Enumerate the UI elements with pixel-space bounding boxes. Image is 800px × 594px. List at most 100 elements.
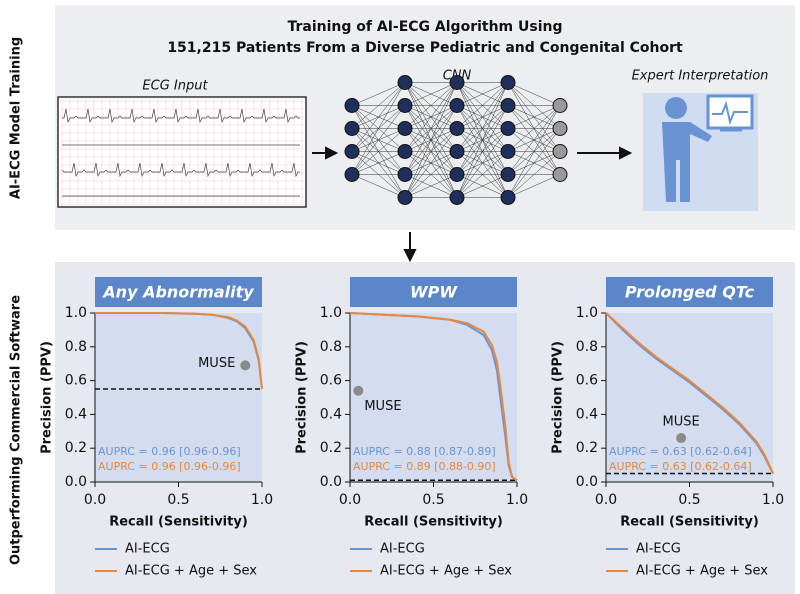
cnn-node [397,98,413,113]
cnn-edge [351,151,406,175]
cnn-edge [507,82,561,106]
y-axis-label: Precision (PPV) [40,341,55,454]
x-tick-label: 0.0 [84,492,106,508]
cnn-node [344,167,360,182]
x-tick-label: 0.0 [595,492,617,508]
cnn-edge [456,82,509,106]
cnn-node [344,121,360,136]
cnn-edge [404,151,458,198]
muse-label: MUSE [198,356,235,371]
label: ECG Input [142,79,208,94]
cnn-edge [456,174,509,198]
pr-curve [605,312,774,474]
y-tick-label: 0.0 [320,474,342,490]
cnn-node [344,98,360,113]
cnn-edge [456,82,509,175]
title-box [95,277,262,307]
auprc-label: AUPRC = 0.96 [0.96-0.96] [98,445,241,458]
cnn [344,75,568,205]
cnn-node [397,167,413,182]
cnn-node [552,98,568,113]
plot-area [95,313,262,482]
x-tick-label: 1.0 [762,492,784,508]
y-tick-label: 0.2 [320,440,342,456]
x-tick-label: 0.5 [422,492,444,508]
cnn-node [449,190,465,205]
muse-point [676,433,687,444]
y-axis-label: Precision (PPV) [551,341,566,454]
cnn-node [397,121,413,136]
y-tick-label: 0.8 [320,339,342,355]
muse-label: MUSE [364,399,401,414]
cnn-node [449,167,465,182]
cnn-edge [507,105,561,152]
y-tick-label: 0.8 [65,339,87,355]
auprc-label: AUPRC = 0.89 [0.88-0.90] [353,460,496,473]
cnn-edge [404,82,458,152]
y-tick-label: 0.2 [65,440,87,456]
cnn-node [449,98,465,113]
legend-label: AI-ECG [380,542,425,557]
y-tick-label: 0.0 [576,474,598,490]
y-tick-label: 0.4 [320,406,342,422]
cnn-edge [351,82,406,129]
arrows [312,146,633,263]
ecg-traces [60,99,304,206]
x-tick-label: 0.0 [339,492,361,508]
title: Training of AI-ECG Algorithm Using [287,19,562,35]
x-tick-label: 1.0 [251,492,273,508]
auprc-label: AUPRC = 0.96 [0.96-0.96] [98,460,241,473]
x-axis-label: Recall (Sensitivity) [620,515,759,530]
x-axis-label: Recall (Sensitivity) [364,515,503,530]
x-tick-label: 0.5 [167,492,189,508]
ecg-trace [61,162,300,178]
y-tick-label: 0.6 [320,373,342,389]
cnn-edge [404,128,458,198]
y-tick-label: 0.6 [576,373,598,389]
cnn-edge [404,174,458,198]
y-tick-label: 1.0 [65,305,87,321]
cnn-edge [351,82,406,175]
cnn-edge [456,82,509,129]
label: Expert Interpretation [632,69,769,84]
cnn-node [397,75,413,90]
pr-curve [349,312,518,482]
muse-label: MUSE [663,415,700,430]
title-box [350,277,517,307]
title: 151,215 Patients From a Diverse Pediatri… [167,40,683,56]
title-box [606,277,773,307]
y-tick-label: 0.4 [576,406,598,422]
cnn-node [500,98,516,113]
cnn-edge [507,105,561,175]
chart-title: Any Abnormality [101,283,254,302]
cnn-node [449,144,465,159]
cnn-node [500,121,516,136]
cnn-edge [404,82,458,198]
cnn-node [449,121,465,136]
y-axis-label: Precision (PPV) [295,341,310,454]
y-tick-label: 0.8 [576,339,598,355]
legend-label: AI-ECG + Age + Sex [380,564,512,579]
cnn-node [552,167,568,182]
side-label: AI-ECG Model Training [9,37,24,199]
cnn-node [449,75,465,90]
cnn-edge [351,105,406,175]
cnn-edge [507,151,561,198]
cnn-edge [351,82,406,152]
cnn-edge [456,128,509,198]
cnn-edge [456,82,509,152]
auprc-label: AUPRC = 0.63 [0.62-0.64] [609,445,752,458]
cnn-edge [404,82,458,129]
muse-point [353,385,364,396]
y-tick-label: 0.0 [65,474,87,490]
cnn-edge [404,82,458,175]
expert-icon [643,93,758,211]
y-tick-label: 1.0 [320,305,342,321]
cnn-edge [456,82,509,198]
auprc-label: AUPRC = 0.88 [0.87-0.89] [353,445,496,458]
x-tick-label: 1.0 [506,492,528,508]
cnn-edge [351,174,406,198]
cnn-edge [351,128,406,175]
legend-label: AI-ECG + Age + Sex [636,564,768,579]
